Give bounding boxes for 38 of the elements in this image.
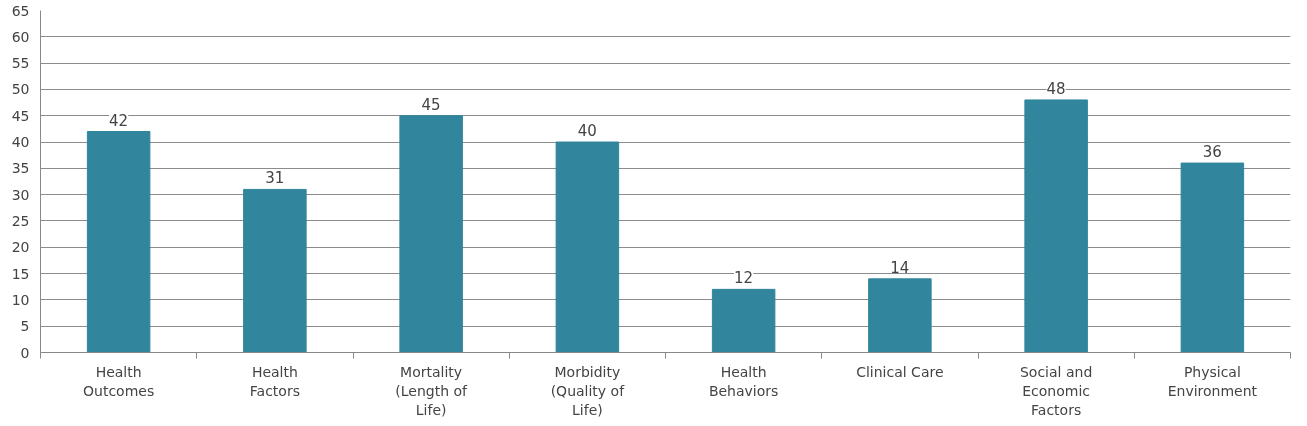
data-label: 48 — [1046, 79, 1066, 98]
y-tick-label: 45 — [11, 107, 30, 124]
bar — [399, 115, 463, 353]
bar — [1024, 99, 1088, 353]
y-tick-label: 30 — [11, 186, 30, 203]
x-tick-label: Mortality (Length of Life) — [395, 363, 469, 418]
bar — [868, 278, 932, 353]
bar — [555, 141, 620, 353]
data-label: 42 — [109, 111, 129, 130]
x-tick-label: Morbidity (Quality of Life) — [550, 363, 626, 418]
bar — [1180, 162, 1245, 353]
x-tick-label: Health Factors — [249, 363, 300, 399]
x-tick-label: Physical Environment — [1167, 363, 1258, 399]
bar — [86, 131, 151, 353]
y-tick-label: 40 — [11, 134, 30, 151]
x-tick-label: Clinical Care — [856, 363, 944, 380]
y-tick-label: 0 — [20, 344, 30, 361]
data-label: 45 — [421, 95, 441, 114]
data-label: 14 — [890, 258, 910, 277]
y-tick-label: 15 — [11, 265, 30, 282]
x-tick-label: Health Behaviors — [708, 363, 779, 399]
data-label: 36 — [1202, 143, 1222, 162]
x-tick-label: Social and Economic Factors — [1019, 363, 1093, 418]
y-tick-label: 25 — [11, 212, 30, 229]
data-label: 12 — [734, 269, 754, 288]
data-label: 31 — [265, 169, 285, 188]
y-tick-label: 50 — [11, 81, 30, 98]
bar — [243, 188, 307, 353]
y-tick-label: 5 — [20, 318, 30, 335]
y-tick-label: 20 — [11, 239, 30, 256]
y-tick-label: 65 — [11, 2, 30, 19]
data-label: 40 — [577, 122, 597, 141]
bar — [711, 288, 776, 353]
y-tick-label: 35 — [11, 160, 30, 177]
y-tick-label: 55 — [11, 55, 30, 72]
y-tick-label: 60 — [11, 28, 30, 45]
y-tick-label: 10 — [11, 291, 30, 308]
x-tick-label: Health Outcomes — [83, 363, 155, 399]
